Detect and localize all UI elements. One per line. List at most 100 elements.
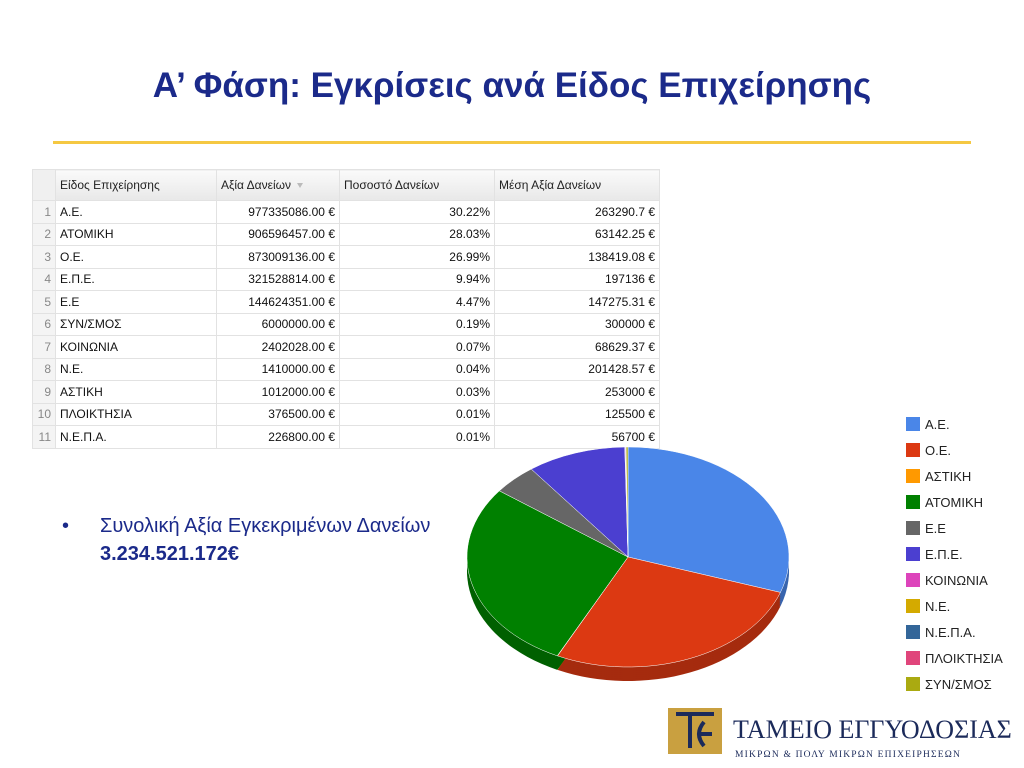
slice-side [628,453,789,599]
logo-glyph [676,712,714,748]
slice-side [531,461,628,571]
row-index: 10 [32,402,56,426]
column-header: Αξία Δανείων [216,169,340,201]
legend-swatch [906,625,920,639]
legend-label: Α.Ε. [925,417,950,432]
pie-slice [625,446,629,558]
slice-side [625,457,628,567]
table-row: 1 Α.Ε. 977335086.00 €30.22% 263290.7 € [32,200,660,224]
slice-side [531,459,628,569]
slice-side [557,559,781,670]
slice-side [625,449,628,559]
table-row: 3 Ο.Ε. 873009136.00 €26.99% 138419.08 € [32,245,660,269]
legend-label: ΣΥΝ/ΣΜΟΣ [925,677,992,692]
slice-side [499,477,628,565]
table-cell: 321528814.00 € [216,267,340,291]
slice-side [557,565,628,664]
slice-side [531,455,628,565]
pie-slice [627,446,790,593]
slice-side [467,502,628,668]
legend-swatch [906,573,920,587]
header-row: Είδος Επιχείρησης Αξία Δανείων Ποσοστό Δαν… [32,169,660,201]
table-cell: ΠΛΟΙΚΤΗΣΙΑ [55,402,217,426]
table-cell: 263290.7 € [494,200,660,224]
slice-side [624,455,628,565]
row-index: 9 [32,380,56,404]
pie-slice [625,446,629,558]
slice-side [467,494,628,660]
table-row: 9 ΑΣΤΙΚΗ 1012000.00 €0.03% 253000 € [32,380,660,404]
slice-side [625,453,628,563]
pie [466,446,790,668]
legend-label: Ε.Π.Ε. [925,547,963,562]
row-index: 7 [32,335,56,359]
slice-side [625,453,628,563]
slice-side [625,457,628,567]
column-header: Μέση Αξία Δανείων [494,169,660,201]
table-cell: 144624351.00 € [216,290,340,314]
legend-swatch [906,469,920,483]
table-cell: 376500.00 € [216,402,340,426]
row-index: 5 [32,290,56,314]
slice-side [624,449,628,559]
pie-slice [466,490,629,657]
slice-side [557,567,628,666]
slice-side [626,457,628,567]
slice-side [626,459,628,569]
slice-side [557,561,628,660]
slice-side [625,455,628,565]
table-cell: 0.04% [339,357,495,381]
table-row: 8 Ν.Ε. 1410000.00 €0.04% 201428.57 € [32,357,660,381]
slice-side [625,449,628,559]
slice-side [557,559,628,658]
slice-side [626,461,628,571]
logo-mark [668,708,722,754]
slice-side [467,504,628,670]
slice-side [628,451,789,597]
slice-side [628,449,789,595]
slice-side [625,451,628,561]
slice-side [624,453,628,563]
table-row: 6 ΣΥΝ/ΣΜΟΣ 6000000.00 €0.19% 300000 € [32,312,660,336]
table-cell: 0.03% [339,380,495,404]
pie-slice [530,446,629,558]
table-cell: 4.47% [339,290,495,314]
table-row: 10 ΠΛΟΙΚΤΗΣΙΑ 376500.00 €0.01% 125500 € [32,402,660,426]
slice-side [625,451,628,561]
pie-sides [467,449,789,682]
data-table: Είδος Επιχείρησης Αξία Δανείων Ποσοστό Δαν… [32,169,660,449]
slice-side [625,461,628,571]
row-index: 4 [32,267,56,291]
table-cell: Ο.Ε. [55,245,217,269]
legend-label: ΑΣΤΙΚΗ [925,469,971,484]
legend-swatch [906,417,920,431]
slice-side [624,459,628,569]
table-cell: 30.22% [339,200,495,224]
slice-side [557,561,781,671]
table-cell: 253000 € [494,380,660,404]
logo-title: ΤΑΜΕΙΟ ΕΓΓΥΟΔΟΣΙΑΣ [733,715,1012,744]
table-cell: 68629.37 € [494,335,660,359]
table-cell: 0.19% [339,312,495,336]
bullet-total: 3.234.521.172€ [100,543,240,565]
slice-side [624,451,628,561]
table-cell: 1410000.00 € [216,357,340,381]
slide-title: Α’ Φάση: Εγκρίσεις ανά Είδος Επιχείρησης [152,66,872,105]
legend-swatch [906,599,920,613]
table-cell: 28.03% [339,222,495,246]
slice-side [626,455,628,565]
slice-side [625,461,628,571]
row-index: 8 [32,357,56,381]
table-cell: 125500 € [494,402,660,426]
slice-side [624,461,628,571]
legend-label: ΑΤΟΜΙΚΗ [925,495,983,510]
table-cell: 300000 € [494,312,660,336]
slice-side [557,571,781,682]
slice-side [499,475,628,563]
table-row: 4 Ε.Π.Ε. 321528814.00 €9.94% 197136 € [32,267,660,291]
row-index: 3 [32,245,56,269]
table-cell: 0.01% [339,425,495,449]
index-header [32,169,56,201]
slice-side [467,492,628,658]
